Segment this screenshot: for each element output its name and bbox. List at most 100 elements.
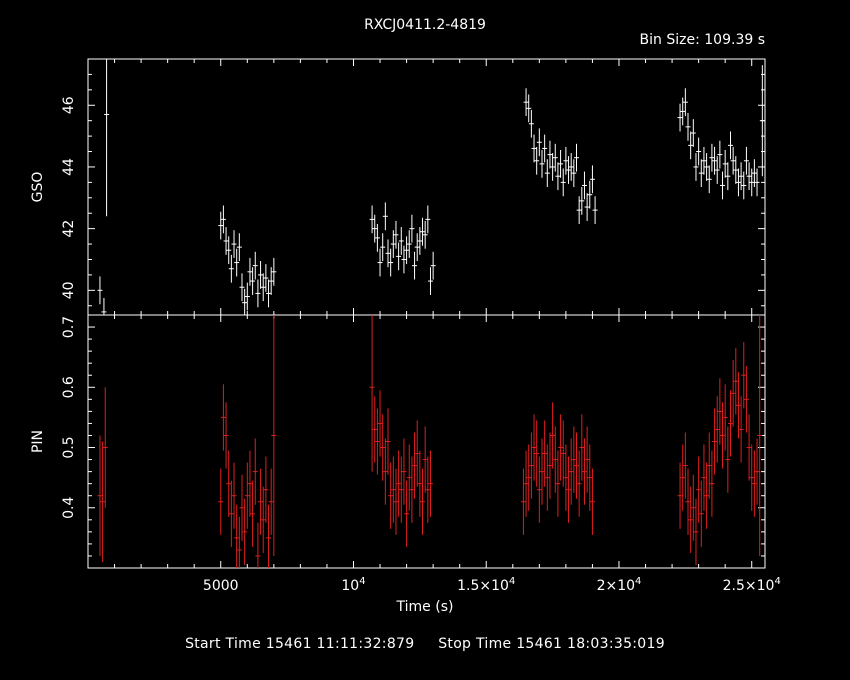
data-point: [709, 143, 715, 172]
data-point: [226, 236, 232, 265]
data-point: [592, 196, 598, 225]
data-point: [268, 267, 274, 295]
data-point: [722, 149, 728, 178]
data-point: [223, 402, 229, 469]
data-point: [250, 480, 256, 547]
data-point: [688, 486, 694, 553]
y-tick-label: 0.7: [61, 316, 77, 338]
data-point: [746, 414, 752, 481]
data-point: [693, 153, 699, 181]
data-point: [542, 420, 548, 487]
data-point: [727, 131, 733, 160]
data-point: [531, 134, 537, 163]
data-point: [677, 103, 683, 132]
data-point: [743, 366, 749, 433]
data-point: [382, 202, 388, 231]
data-point: [425, 456, 431, 523]
data-point: [231, 462, 237, 529]
data-point: [390, 456, 396, 523]
data-point: [420, 468, 426, 535]
data-point: [696, 456, 702, 523]
data-point: [722, 384, 728, 451]
data-point: [427, 450, 433, 517]
data-point: [97, 435, 103, 556]
data-point: [528, 432, 534, 499]
data-point: [685, 112, 691, 141]
data-point: [271, 315, 277, 556]
x-tick-label: 5000: [203, 578, 239, 594]
data-point: [560, 420, 566, 487]
data-point: [523, 450, 529, 517]
data-point: [730, 146, 736, 175]
data-point: [714, 156, 720, 184]
data-point: [374, 224, 380, 252]
data-point: [720, 402, 726, 469]
data-point: [412, 251, 418, 280]
data-point: [101, 298, 107, 315]
bin-size-label: Bin Size: 109.39 s: [640, 32, 765, 48]
data-point: [754, 168, 760, 197]
data-point: [587, 444, 593, 511]
data-point: [266, 279, 272, 308]
data-point: [412, 432, 418, 499]
data-point: [743, 146, 749, 175]
data-point: [536, 456, 542, 523]
data-point: [242, 288, 248, 315]
data-point: [738, 162, 744, 191]
data-point: [427, 267, 433, 295]
data-point: [236, 516, 242, 568]
data-point: [709, 450, 715, 517]
chart-title: RXCJ0411.2-4819: [364, 17, 486, 33]
data-point: [568, 153, 574, 181]
data-point: [704, 153, 710, 181]
data-point: [581, 438, 587, 505]
data-point: [228, 254, 234, 283]
data-point: [576, 450, 582, 517]
data-point: [250, 267, 256, 295]
panel-frame: [87, 314, 766, 569]
data-point: [560, 168, 566, 197]
data-point: [223, 227, 229, 255]
x-tick-label: 1.5×104: [457, 576, 515, 594]
data-point: [404, 236, 410, 265]
data-point: [393, 220, 399, 249]
data-point: [425, 205, 431, 234]
data-point: [701, 146, 707, 175]
data-point: [534, 420, 540, 487]
data-point: [544, 444, 550, 511]
data-point: [406, 444, 412, 511]
data-point: [104, 59, 110, 217]
data-point: [544, 159, 550, 187]
data-point: [581, 171, 587, 200]
data-point: [258, 468, 264, 535]
data-point: [234, 504, 240, 568]
data-point: [706, 432, 712, 499]
data-point: [228, 480, 234, 547]
data-point: [369, 205, 375, 234]
data-point: [574, 432, 580, 499]
data-point: [398, 227, 404, 255]
data-point: [236, 233, 242, 262]
data-point: [260, 273, 266, 302]
data-point: [100, 441, 106, 562]
data-point: [244, 282, 250, 311]
data-point: [528, 109, 534, 138]
data-point: [385, 239, 391, 268]
data-point: [414, 420, 420, 487]
data-point: [746, 162, 752, 191]
data-point: [263, 264, 269, 292]
data-point: [757, 315, 763, 556]
data-point: [220, 205, 226, 234]
data-point: [247, 450, 253, 517]
data-point: [406, 230, 412, 258]
data-point: [388, 248, 394, 277]
data-point: [555, 162, 561, 191]
data-point: [558, 414, 564, 481]
data-point: [725, 162, 731, 191]
data-point: [409, 456, 415, 523]
data-point: [372, 396, 378, 463]
data-point: [682, 88, 688, 117]
data-point: [754, 438, 760, 505]
data-point: [547, 140, 553, 169]
